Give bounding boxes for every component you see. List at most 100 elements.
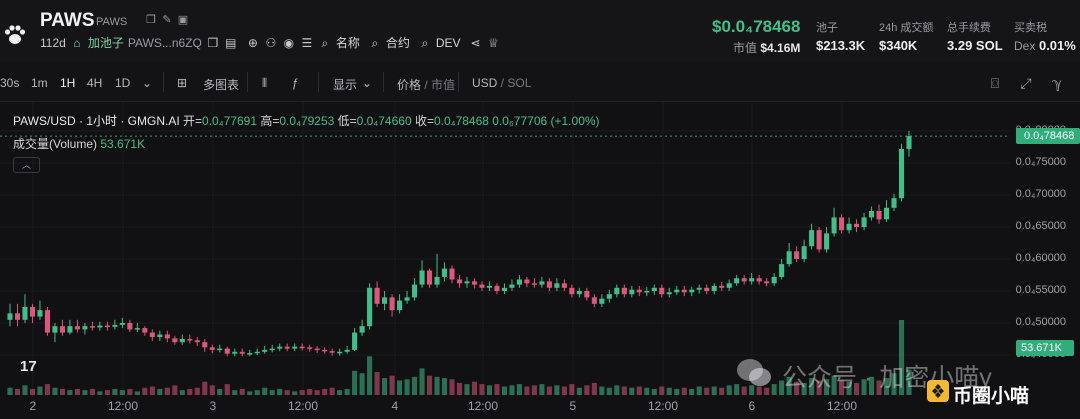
wechat-logo-icon	[737, 359, 771, 386]
stat-tax-prefix: Dex	[1014, 39, 1036, 53]
pool-link[interactable]: 加池子	[87, 36, 124, 50]
globe-icon[interactable]: ⊕	[247, 35, 258, 50]
interval-4h[interactable]: 4H	[87, 76, 103, 90]
currency-usd[interactable]: USD	[472, 76, 498, 90]
candle-body	[464, 281, 470, 284]
volume-bar	[644, 387, 650, 395]
volume-bar	[44, 384, 51, 395]
volume-bar	[779, 380, 785, 395]
currency-sol[interactable]: SOL	[507, 76, 532, 90]
search-name-link[interactable]: 名称	[335, 36, 360, 50]
candle-body	[486, 285, 493, 288]
collapse-legend-button[interactable]: ︿	[13, 157, 40, 173]
copy-address-icon[interactable]: ❐	[207, 35, 219, 50]
volume-bar	[104, 390, 110, 395]
candle-body	[254, 351, 260, 354]
contract-address[interactable]: PAWS...n6ZQ	[127, 35, 202, 50]
edit-icon[interactable]: ✎	[162, 14, 172, 26]
screenshot-camera-icon[interactable]: ⌼	[990, 75, 1000, 91]
user-icon[interactable]: ⚇	[265, 35, 277, 50]
display-button[interactable]: 显示	[333, 78, 358, 92]
price-mcap-toggle[interactable]: 价格 / 市值	[397, 78, 456, 92]
legend-symbol: PAWS/USD · 1小时 · GMGN.AI	[13, 114, 180, 128]
search-dev-icon[interactable]: ⌕	[421, 35, 429, 50]
chart-icon[interactable]: ▤	[225, 35, 237, 50]
y-tick-label: 0.0₄50000	[1015, 316, 1066, 328]
x-tick-label: 6	[748, 399, 756, 413]
stat-fee-value: 3.29 SOL	[947, 38, 1003, 53]
binance-square-icon	[927, 380, 949, 402]
interval-chevron-down-icon[interactable]: ⌄	[142, 76, 153, 90]
volume-bar	[187, 388, 193, 395]
paw-logo-icon	[4, 25, 26, 44]
volume-bar	[337, 390, 343, 395]
volume-bar	[134, 391, 140, 395]
search-name-icon[interactable]: ⌕	[321, 35, 329, 50]
candle-body	[367, 287, 373, 327]
indicator-fx-icon[interactable]: ƒ	[292, 76, 299, 90]
display-chevron-down-icon[interactable]: ⌄	[362, 76, 373, 90]
chart-fallback-icon[interactable]: ℽ	[1051, 75, 1063, 91]
price-toggle-label[interactable]: 价格	[397, 78, 422, 92]
volume-bar	[479, 384, 485, 395]
interval-1d[interactable]: 1D	[115, 76, 131, 90]
mcap-toggle-label[interactable]: 市值	[431, 78, 456, 92]
candle-body	[659, 287, 665, 295]
candle-body	[614, 287, 620, 295]
share-icon[interactable]: ⋖	[470, 35, 481, 50]
volume-bar	[172, 385, 178, 395]
volume-bar	[22, 385, 28, 395]
legend-high: 0.0₄79253	[279, 114, 335, 128]
volume-bar	[561, 386, 567, 395]
volume-bar	[269, 390, 275, 395]
candle-body	[501, 287, 507, 291]
volume-bar	[322, 388, 328, 395]
search-contract-link[interactable]: 合约	[385, 36, 410, 50]
search-contract-icon[interactable]: ⌕	[371, 35, 379, 50]
legend-low-label: 低=	[337, 114, 357, 128]
price-chart[interactable]	[0, 102, 1080, 419]
candle-body	[329, 351, 335, 353]
add-chart-icon[interactable]: ⊞	[177, 76, 188, 90]
social-icon[interactable]: ◉	[283, 35, 295, 50]
candle-body	[352, 332, 358, 350]
interval-30s[interactable]: 30s	[0, 76, 20, 90]
volume-bar	[666, 387, 672, 395]
volume-bar	[29, 388, 36, 395]
candle-body	[674, 289, 680, 293]
candle-body	[149, 332, 155, 338]
candle-body	[82, 326, 88, 330]
watermark-text: 公众号 · 加密小喵y	[782, 364, 992, 392]
volume-bar	[741, 386, 747, 395]
interval-1h[interactable]: 1H	[60, 76, 76, 90]
currency-toggle[interactable]: USD / SOL	[472, 76, 532, 90]
tradingview-logo-icon[interactable]: 17	[20, 358, 37, 375]
volume-bar	[224, 384, 230, 395]
search-dev-link[interactable]: DEV	[435, 35, 461, 50]
copy-icon[interactable]: ❐	[146, 14, 156, 26]
image-icon[interactable]: ▣	[177, 14, 189, 26]
legend-close: 0.0₄78468	[433, 114, 489, 128]
candle-body	[172, 338, 178, 343]
y-tick-label: 0.0₄55000	[1015, 284, 1066, 296]
candle-body	[621, 287, 627, 295]
volume-bar	[164, 387, 170, 395]
interval-1m[interactable]: 1m	[31, 76, 48, 90]
list-icon[interactable]: ☰	[301, 35, 313, 50]
crown-icon[interactable]: ♕	[488, 35, 499, 50]
candle-body	[337, 351, 343, 354]
candle-body	[247, 353, 253, 355]
fullscreen-expand-icon[interactable]: ⤢	[1020, 75, 1032, 91]
stat-volume-label: 24h 成交额	[879, 22, 934, 34]
volume-bar	[696, 386, 702, 395]
volume-bar	[891, 373, 897, 395]
candle-body	[7, 313, 13, 320]
multi-chart-button[interactable]: 多图表	[203, 78, 240, 92]
candle-type-icon[interactable]: ⫴	[262, 76, 268, 90]
volume-bar	[494, 384, 500, 395]
candle-body	[419, 270, 425, 285]
candle-body	[142, 328, 148, 333]
volume-bar	[142, 387, 148, 395]
candle-body	[449, 268, 455, 280]
volume-bar	[59, 388, 65, 395]
